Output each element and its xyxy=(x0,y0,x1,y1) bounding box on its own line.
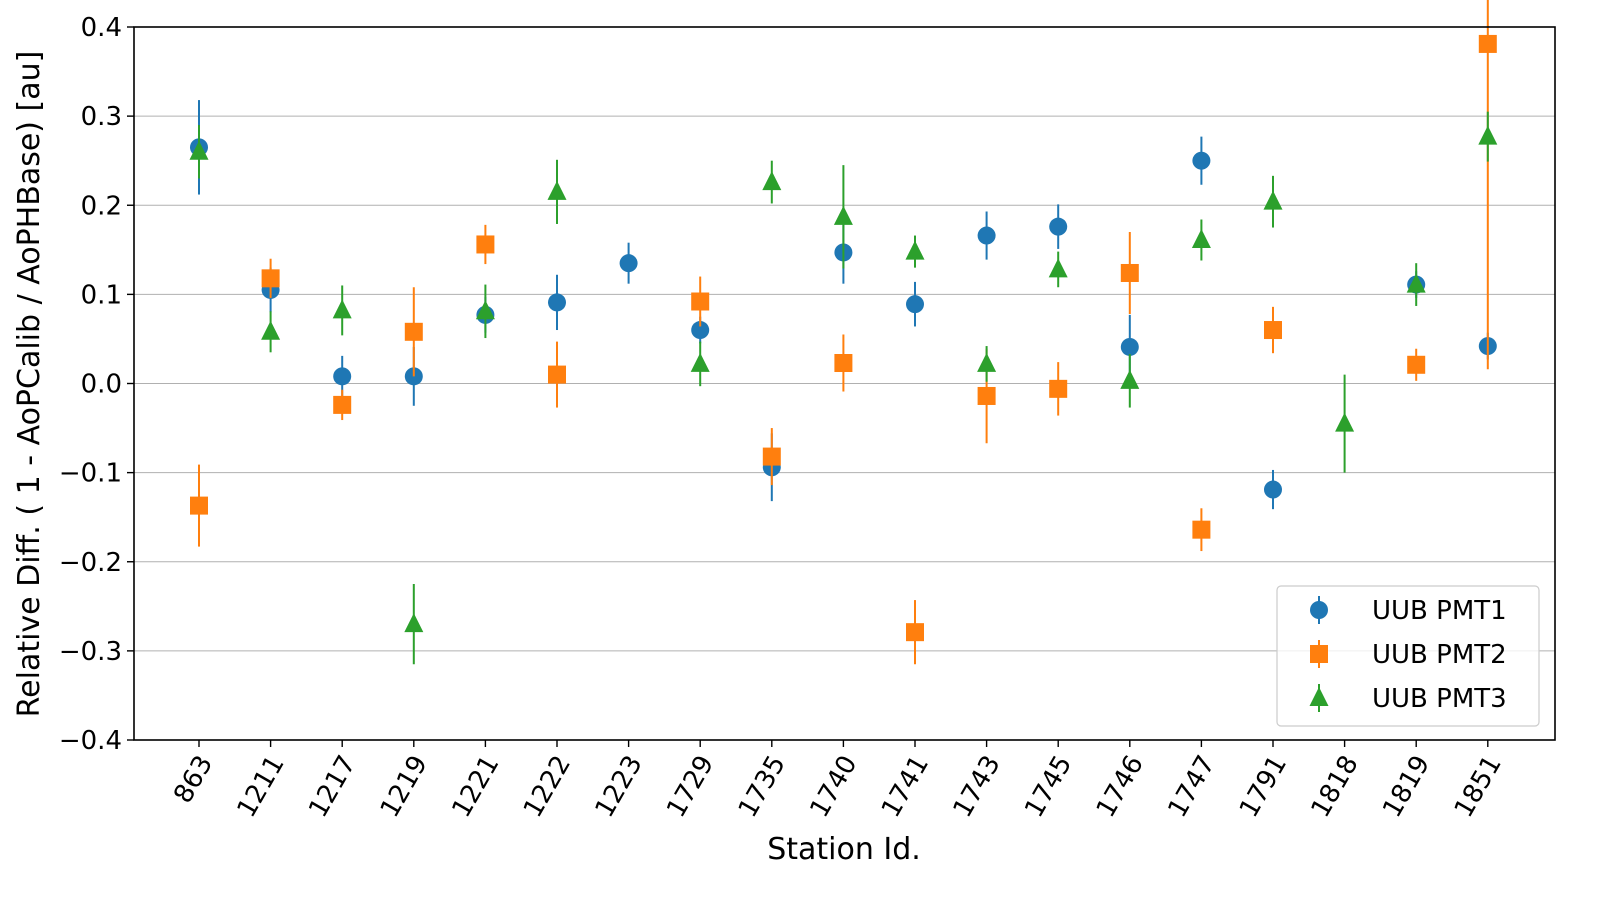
x-tick-label: 1223 xyxy=(590,751,649,823)
y-tick-label: −0.2 xyxy=(59,548,122,578)
data-point xyxy=(906,623,924,642)
data-point xyxy=(1478,125,1498,145)
data-point xyxy=(1120,369,1140,389)
y-tick-label: 0.3 xyxy=(81,102,122,132)
legend-label: UUB PMT2 xyxy=(1372,640,1507,670)
x-tick-label: 1851 xyxy=(1449,751,1508,823)
series-3 xyxy=(189,111,1498,665)
data-point xyxy=(977,226,996,245)
data-point xyxy=(404,613,424,633)
x-tick-label: 1741 xyxy=(876,751,935,823)
data-point xyxy=(1048,258,1068,278)
legend: UUB PMT1 UUB PMT2 UUB PMT3 xyxy=(1276,585,1540,727)
data-point xyxy=(1049,217,1068,236)
x-tick-label: 1729 xyxy=(661,751,720,823)
y-tick-label: 0.1 xyxy=(81,280,122,310)
x-tick-label: 1819 xyxy=(1377,751,1436,823)
y-tick-label: −0.3 xyxy=(59,637,122,667)
data-point xyxy=(476,235,495,254)
x-tick-label: 1745 xyxy=(1019,751,1078,823)
x-axis-title: Station Id. xyxy=(767,832,921,867)
data-point xyxy=(261,320,281,340)
data-point xyxy=(261,269,280,288)
data-point xyxy=(333,395,352,414)
x-tick-label: 1219 xyxy=(375,751,434,823)
legend-marker xyxy=(1309,687,1329,706)
data-point xyxy=(1335,412,1355,432)
data-point xyxy=(190,496,208,515)
legend-label: UUB PMT3 xyxy=(1372,684,1507,714)
data-point xyxy=(1049,379,1068,398)
data-point xyxy=(1264,321,1282,340)
plot-series xyxy=(189,0,1498,665)
data-point xyxy=(1263,190,1283,210)
x-tick-label: 1211 xyxy=(232,751,291,823)
series-2 xyxy=(190,0,1497,665)
legend-item: UUB PMT1 xyxy=(1310,596,1507,626)
x-tick-label: 1746 xyxy=(1091,751,1150,823)
data-point xyxy=(905,240,925,260)
data-point xyxy=(1191,229,1211,249)
data-point xyxy=(690,352,710,372)
y-tick-label: −0.1 xyxy=(59,459,122,489)
data-point xyxy=(1120,263,1139,282)
data-point xyxy=(1407,355,1426,374)
x-tick-label: 1818 xyxy=(1306,751,1365,823)
data-point xyxy=(333,367,352,386)
data-point xyxy=(977,386,996,405)
y-tick-label: 0.0 xyxy=(81,370,122,400)
data-point xyxy=(1192,151,1211,170)
data-point xyxy=(762,447,781,466)
x-tick-label: 1743 xyxy=(948,751,1007,823)
data-point xyxy=(1192,520,1211,539)
x-tick-label: 1217 xyxy=(303,751,362,823)
data-point xyxy=(1120,337,1139,356)
data-point xyxy=(1406,273,1426,293)
x-tick-label: 863 xyxy=(168,751,219,809)
data-point xyxy=(1478,34,1497,53)
x-tick-label: 1747 xyxy=(1162,751,1221,823)
data-point xyxy=(762,171,782,191)
data-point xyxy=(189,140,209,160)
data-point xyxy=(475,300,495,320)
legend-marker xyxy=(1310,645,1328,663)
x-tick-label: 1735 xyxy=(733,751,792,823)
y-tick-label: 0.4 xyxy=(81,13,122,43)
data-point xyxy=(332,299,352,319)
x-tick-label: 1222 xyxy=(518,751,577,823)
grid xyxy=(134,115,1555,652)
legend-frame xyxy=(1276,585,1540,727)
legend-item: UUB PMT3 xyxy=(1309,684,1507,714)
data-point xyxy=(1264,480,1282,499)
data-point xyxy=(548,365,566,384)
data-point xyxy=(906,295,924,314)
legend-label: UUB PMT1 xyxy=(1372,596,1507,626)
x-tick-label: 1221 xyxy=(446,751,505,823)
y-tick-label: −0.4 xyxy=(59,726,122,756)
data-point xyxy=(548,293,566,312)
x-tick-label: 1791 xyxy=(1234,751,1293,823)
y-axis-title: Relative Diff. ( 1 - AoPCalib / AoPHBase… xyxy=(12,51,47,718)
y-tick-label: 0.2 xyxy=(81,191,122,221)
data-point xyxy=(547,180,567,200)
legend-item: UUB PMT2 xyxy=(1310,640,1507,670)
series-1 xyxy=(190,100,1497,510)
legend-marker xyxy=(1310,601,1328,619)
data-point xyxy=(691,292,710,311)
data-point xyxy=(977,352,997,372)
data-point xyxy=(619,254,638,273)
x-tick-label: 1740 xyxy=(804,751,863,823)
data-point xyxy=(834,354,853,373)
data-point xyxy=(404,322,423,341)
data-point xyxy=(691,321,710,340)
data-point xyxy=(833,205,853,225)
